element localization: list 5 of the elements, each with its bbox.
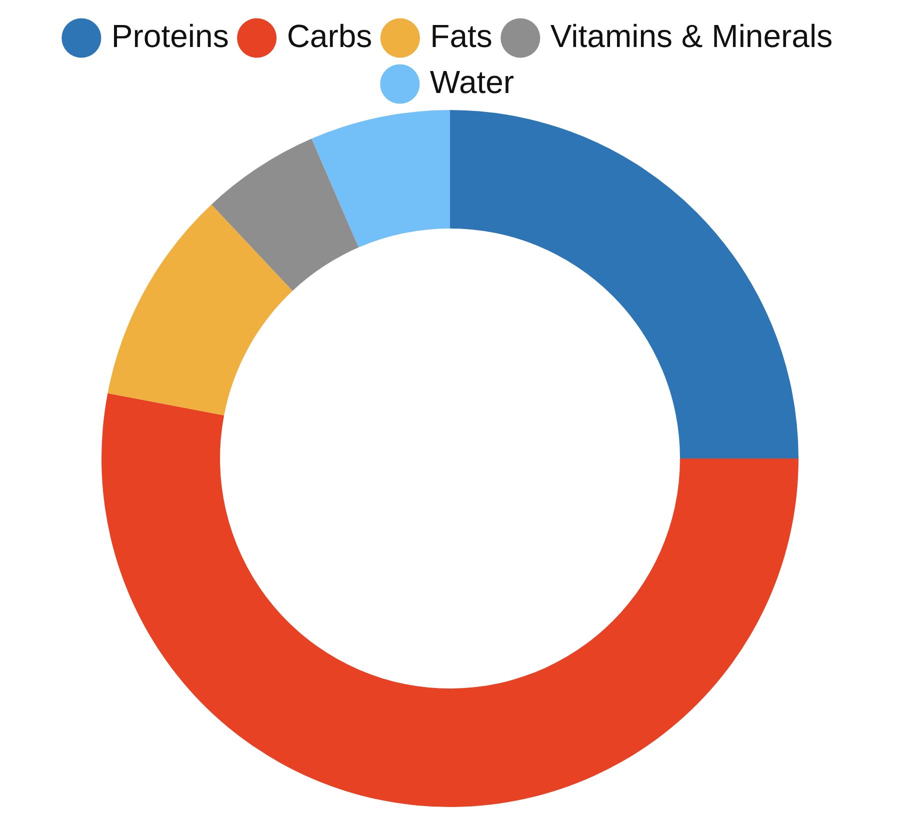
- legend-label: Proteins: [111, 18, 229, 54]
- legend-label: Water: [430, 64, 514, 100]
- legend-label: Vitamins & Minerals: [550, 18, 833, 54]
- legend-label: Carbs: [286, 18, 372, 54]
- legend-label: Fats: [430, 18, 492, 54]
